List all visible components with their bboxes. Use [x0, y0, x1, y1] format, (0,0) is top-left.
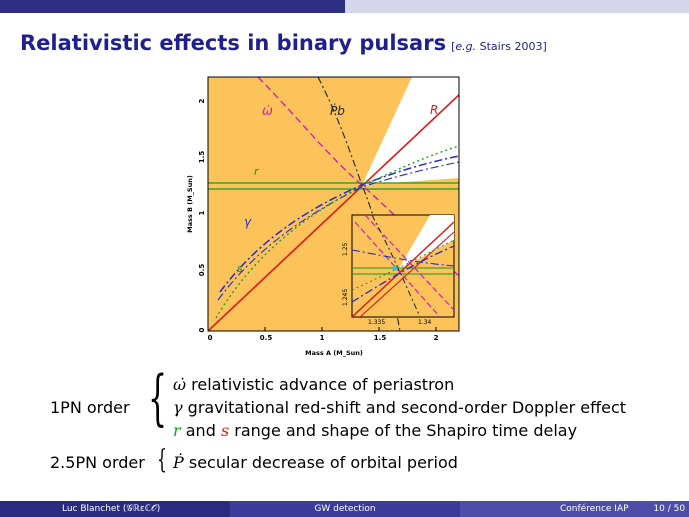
symbol-gamma: γ — [173, 398, 183, 417]
pn25-item-1-text: secular decrease of orbital period — [188, 453, 458, 472]
title-reference: [e.g. Stairs 2003] — [451, 40, 547, 53]
footer-venue-text: Conférence IAP — [560, 504, 629, 514]
pn1-item-3: r and s range and shape of the Shapiro t… — [173, 421, 577, 440]
footer-talk: GW detection — [230, 501, 460, 517]
ref-source: Stairs 2003 — [479, 40, 543, 53]
pn1-item-2: γ gravitational red-shift and second-ord… — [173, 398, 626, 417]
footer-author: Luc Blanchet (𝒢ℝεℂ𝒪) — [0, 501, 230, 517]
label-R: R — [430, 103, 438, 117]
pn1-label: 1PN order — [50, 398, 130, 417]
curve-R — [208, 93, 459, 331]
pn1-item-3-text: range and shape of the Shapiro time dela… — [234, 421, 578, 440]
ref-eg: e.g. — [455, 40, 477, 53]
pn1-item-1-text: relativistic advance of periastron — [191, 375, 455, 394]
inset-ytick-1: 1.245 — [342, 289, 349, 306]
label-r: r — [254, 165, 260, 178]
pn25-brace: { — [157, 445, 167, 475]
symbol-omega-dot: ω̇ — [173, 375, 187, 394]
white-wedge — [362, 77, 459, 185]
pn25-label: 2.5PN order — [50, 453, 145, 472]
footer-talk-text: GW detection — [314, 504, 376, 514]
top-decoration-bar — [0, 0, 689, 13]
inset-zoom: 1.335 1.34 1.245 1.25 — [342, 214, 455, 326]
symbol-r: r — [173, 421, 181, 440]
inset-ytick-2: 1.25 — [342, 242, 349, 256]
label-omega-dot: ω̇ — [262, 104, 273, 119]
x-tick-3: 1.5 — [374, 334, 387, 342]
label-s: s — [237, 262, 243, 275]
y-tick-3: 1.5 — [198, 151, 206, 164]
slide-title-text: Relativistic effects in binary pulsars — [20, 31, 447, 55]
plot-frame — [207, 76, 460, 332]
top-bar-dark — [0, 0, 345, 13]
footer-venue: Conférence IAP 10 / 50 — [460, 501, 689, 517]
pn1-brace: { — [148, 363, 168, 433]
y-tick-2: 1 — [198, 210, 206, 215]
y-tick-1: 0.5 — [198, 264, 206, 277]
symbol-s: s — [220, 421, 230, 440]
inset-xtick-1: 1.335 — [368, 319, 385, 326]
footer-author-text: Luc Blanchet (𝒢ℝεℂ𝒪) — [62, 504, 161, 514]
curve-gamma — [219, 155, 459, 293]
x-tick-4: 2 — [434, 334, 439, 342]
curve-gamma-2 — [217, 161, 459, 301]
pn25-item-1: Ṗ secular decrease of orbital period — [173, 453, 458, 472]
x-tick-2: 1 — [320, 334, 325, 342]
x-axis-label: Mass A (M_Sun) — [305, 349, 363, 357]
x-tick-1: 0.5 — [260, 334, 273, 342]
pn1-item-2-text: gravitational red-shift and second-order… — [187, 398, 627, 417]
label-pb-dot: Ṗb — [330, 103, 345, 118]
y-tick-4: 2 — [198, 98, 206, 103]
curve-s — [215, 145, 459, 319]
footer-bar: Luc Blanchet (𝒢ℝεℂ𝒪) GW detection Confér… — [0, 501, 689, 517]
y-axis: 0 0.5 1 1.5 2 Mass B (M_Sun) — [186, 98, 206, 332]
top-bar-light — [345, 0, 689, 13]
x-tick-0: 0 — [208, 334, 213, 342]
y-tick-0: 0 — [198, 327, 206, 332]
pn1-item-1: ω̇ relativistic advance of periastron — [173, 375, 454, 394]
footer-page-number: 10 / 50 — [653, 504, 686, 514]
slide-title: Relativistic effects in binary pulsars [e… — [20, 31, 547, 55]
label-gamma: γ — [244, 215, 252, 229]
inset-xtick-2: 1.34 — [418, 319, 432, 326]
x-axis: 0 0.5 1 1.5 2 Mass A (M_Sun) — [207, 327, 439, 357]
symbol-p-dot: Ṗ — [173, 453, 184, 472]
y-axis-label: Mass B (M_Sun) — [186, 175, 194, 233]
pn1-item-3-and: and — [185, 421, 216, 440]
